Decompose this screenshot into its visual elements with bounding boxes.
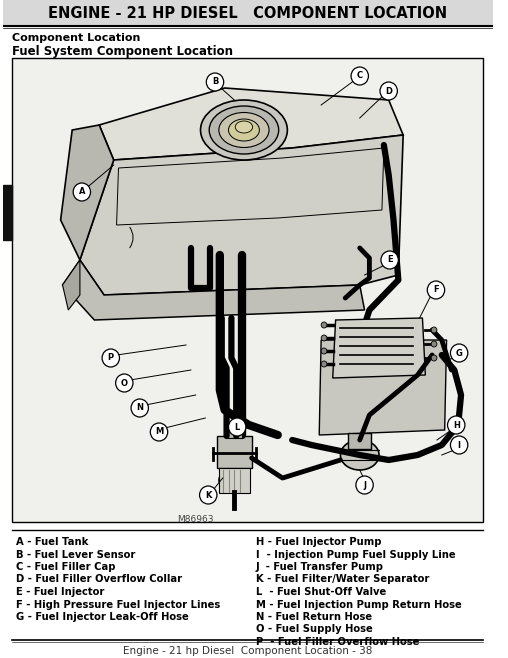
Circle shape [381,251,398,269]
Text: H - Fuel Injector Pump: H - Fuel Injector Pump [256,537,381,547]
Circle shape [351,67,368,85]
Circle shape [451,436,468,454]
Text: D: D [385,86,392,95]
Text: P: P [108,353,114,363]
Bar [217,436,251,468]
Polygon shape [333,318,425,378]
Ellipse shape [219,113,269,147]
Circle shape [431,341,437,347]
Polygon shape [60,125,114,260]
Circle shape [116,374,133,392]
Text: B - Fuel Lever Sensor: B - Fuel Lever Sensor [16,549,136,559]
Polygon shape [62,260,80,310]
Bar [219,468,250,493]
Text: J: J [363,480,366,490]
Text: Fuel System Component Location: Fuel System Component Location [12,45,233,59]
Text: F: F [433,286,439,295]
Text: ENGINE - 21 HP DIESEL   COMPONENT LOCATION: ENGINE - 21 HP DIESEL COMPONENT LOCATION [48,5,448,20]
Text: N: N [136,403,143,413]
Bar [3,185,12,240]
Text: K - Fuel Filter/Water Separator: K - Fuel Filter/Water Separator [256,574,429,584]
Circle shape [448,416,465,434]
Circle shape [131,399,148,417]
Circle shape [73,183,90,201]
Circle shape [321,348,327,354]
Text: L: L [235,422,240,432]
Text: H: H [453,420,460,430]
Text: G - Fuel Injector Leak-Off Hose: G - Fuel Injector Leak-Off Hose [16,612,189,622]
Ellipse shape [201,100,288,160]
Text: M: M [155,428,163,436]
Circle shape [321,361,327,367]
Ellipse shape [235,121,252,133]
Text: E - Fuel Injector: E - Fuel Injector [16,587,105,597]
Text: M - Fuel Injection Pump Return Hose: M - Fuel Injection Pump Return Hose [256,599,461,609]
Text: N - Fuel Return Hose: N - Fuel Return Hose [256,612,372,622]
Circle shape [380,82,397,100]
Circle shape [451,344,468,362]
Text: G: G [456,349,463,357]
Text: Component Location: Component Location [12,33,141,43]
Text: I  - Injection Pump Fuel Supply Line: I - Injection Pump Fuel Supply Line [256,549,455,559]
Polygon shape [99,88,403,160]
Text: K: K [205,490,211,499]
Circle shape [229,418,246,436]
Circle shape [321,322,327,328]
Text: E: E [387,255,393,265]
Circle shape [200,486,217,504]
Ellipse shape [340,440,379,470]
Text: C - Fuel Filler Cap: C - Fuel Filler Cap [16,562,116,572]
Ellipse shape [209,106,279,154]
Text: J  - Fuel Transfer Pump: J - Fuel Transfer Pump [256,562,384,572]
Ellipse shape [229,119,260,141]
Text: C: C [357,72,363,80]
Text: B: B [212,78,218,86]
Text: O - Fuel Supply Hose: O - Fuel Supply Hose [256,624,372,634]
Polygon shape [62,260,365,320]
Text: O: O [121,378,128,388]
Bar [348,433,371,449]
Circle shape [102,349,119,367]
Ellipse shape [219,469,250,491]
Text: F - High Pressure Fuel Injector Lines: F - High Pressure Fuel Injector Lines [16,599,220,609]
Text: P  - Fuel Filler Overflow Hose: P - Fuel Filler Overflow Hose [256,637,419,647]
Polygon shape [80,135,403,295]
Circle shape [206,73,224,91]
Text: D - Fuel Filler Overflow Collar: D - Fuel Filler Overflow Collar [16,574,182,584]
Text: A - Fuel Tank: A - Fuel Tank [16,537,88,547]
Circle shape [321,335,327,341]
Circle shape [150,423,168,441]
Text: L  - Fuel Shut-Off Valve: L - Fuel Shut-Off Valve [256,587,386,597]
Circle shape [427,281,444,299]
Text: I: I [458,440,461,449]
Circle shape [431,327,437,333]
Bar [227,426,242,438]
Bar [3,0,493,26]
Text: M86963: M86963 [177,515,214,524]
Polygon shape [319,340,447,435]
Text: A: A [79,188,85,197]
Bar [12,58,483,522]
Text: Engine - 21 hp Diesel  Component Location - 38: Engine - 21 hp Diesel Component Location… [123,646,372,656]
Circle shape [431,355,437,361]
Circle shape [356,476,373,494]
